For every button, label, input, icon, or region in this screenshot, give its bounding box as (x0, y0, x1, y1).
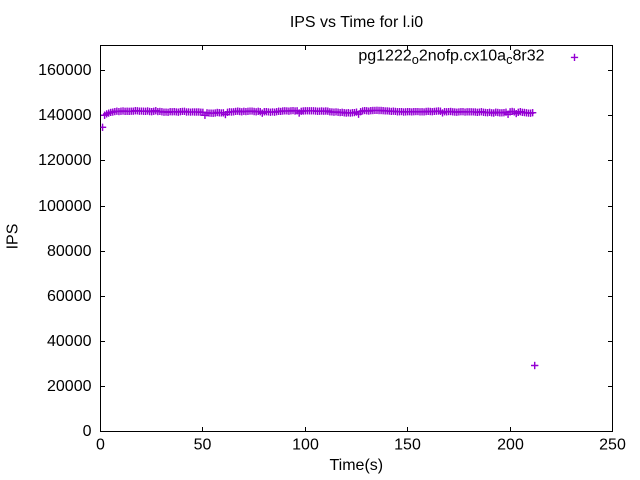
svg-text:150: 150 (394, 437, 421, 454)
svg-text:160000: 160000 (38, 62, 91, 79)
svg-text:60000: 60000 (47, 288, 92, 305)
svg-text:0: 0 (83, 423, 92, 440)
svg-text:100000: 100000 (38, 198, 91, 215)
svg-text:120000: 120000 (38, 152, 91, 169)
svg-text:200: 200 (497, 437, 524, 454)
svg-text:80000: 80000 (47, 243, 92, 260)
svg-text:0: 0 (96, 437, 105, 454)
svg-text:IPS: IPS (5, 224, 22, 250)
svg-text:20000: 20000 (47, 378, 92, 395)
svg-text:40000: 40000 (47, 333, 92, 350)
svg-text:50: 50 (194, 437, 212, 454)
svg-text:100: 100 (292, 437, 319, 454)
svg-text:pg1222o2nofp.cx10ac8r32: pg1222o2nofp.cx10ac8r32 (358, 48, 544, 68)
svg-text:140000: 140000 (38, 107, 91, 124)
svg-text:Time(s): Time(s) (329, 457, 383, 474)
svg-text:IPS vs Time for l.i0: IPS vs Time for l.i0 (290, 14, 423, 31)
svg-text:250: 250 (599, 437, 626, 454)
